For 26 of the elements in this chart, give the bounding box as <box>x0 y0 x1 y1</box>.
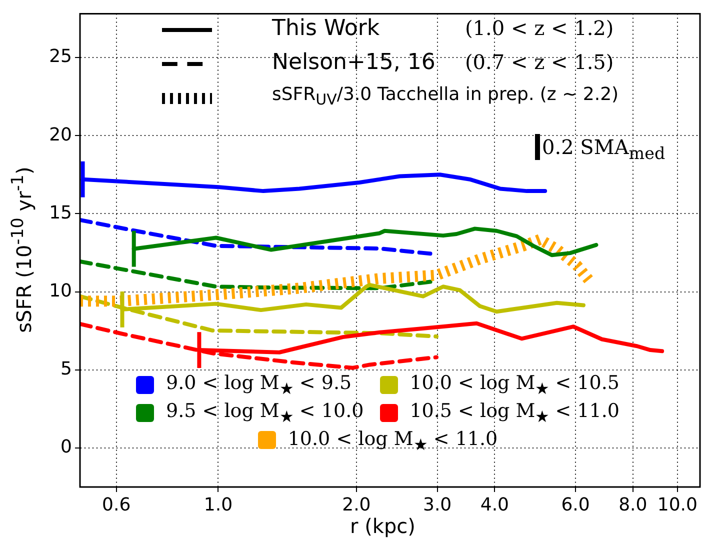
x-tick-label: 0.6 <box>102 494 131 516</box>
legend-label: 10.5 < log M$_{★}$ < 11.0 <box>410 400 620 426</box>
x-tick-label: 1.0 <box>204 494 233 516</box>
y-tick-label: 5 <box>60 358 72 380</box>
annotation: (0.7 < z < 1.5) <box>465 50 614 74</box>
legend-label: 9.0 < log M$_{★}$ < 9.5 <box>166 372 352 398</box>
y-tick-label: 0 <box>60 436 72 458</box>
legend-label: 10.0 < log M$_{★}$ < 11.0 <box>288 428 498 454</box>
x-tick-label: 8.0 <box>618 494 648 516</box>
annotation: Nelson+15, 16 <box>272 50 436 75</box>
annotation: (1.0 < z < 1.2) <box>465 16 614 40</box>
annotation: This Work <box>272 16 380 41</box>
y-tick-label: 10 <box>49 280 72 302</box>
y-tick-label: 20 <box>49 124 72 146</box>
annotation: sSFR$_{UV}$/3.0 Tacchella in prep. (z ∼ 2.2) <box>272 84 619 109</box>
x-tick-label: 4.0 <box>480 494 509 516</box>
x-axis-title: r (kpc) <box>350 514 416 538</box>
x-tick-label: 10.0 <box>657 494 698 516</box>
annotation: 0.2 SMA$_{med}$ <box>542 135 666 163</box>
y-tick-label: 25 <box>49 46 72 68</box>
x-tick-label: 6.0 <box>561 494 590 516</box>
x-tick-label: 2.0 <box>342 494 371 516</box>
x-tick-label: 3.0 <box>422 494 452 516</box>
legend-label: 9.5 < log M$_{★}$ < 10.0 <box>166 400 364 426</box>
legend-label: 10.0 < log M$_{★}$ < 10.5 <box>410 372 620 398</box>
y-tick-label: 15 <box>49 202 72 224</box>
